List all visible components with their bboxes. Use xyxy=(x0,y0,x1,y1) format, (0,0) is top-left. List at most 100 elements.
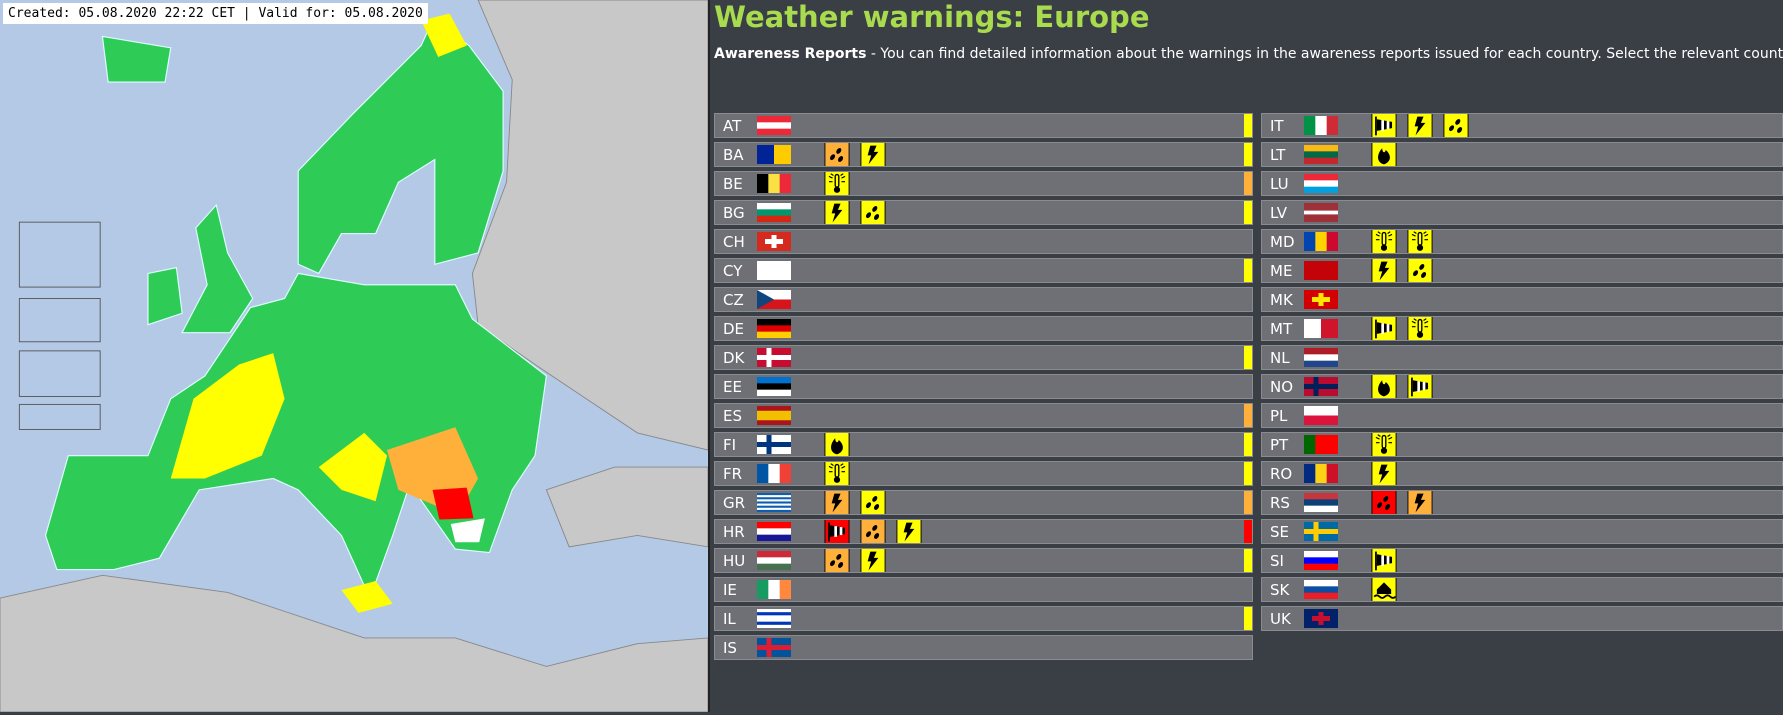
country-row[interactable]: CY xyxy=(714,258,1253,283)
country-row[interactable]: IT xyxy=(1261,113,1783,138)
warning-icon[interactable] xyxy=(1406,229,1434,254)
warning-icon[interactable] xyxy=(1406,113,1434,138)
country-row[interactable]: LT xyxy=(1261,142,1783,167)
country-flag xyxy=(757,464,791,483)
warning-icon[interactable] xyxy=(1370,316,1398,341)
country-row[interactable]: UK xyxy=(1261,606,1783,631)
flag-stripe xyxy=(757,497,791,500)
country-row[interactable]: EE xyxy=(714,374,1253,399)
flag-stripe xyxy=(757,128,791,135)
country-row[interactable]: FI xyxy=(714,432,1253,457)
warning-icon[interactable] xyxy=(1370,461,1398,486)
flag-stripe xyxy=(1304,319,1322,338)
warning-symbol xyxy=(1375,319,1393,339)
non-member-land xyxy=(0,574,708,712)
symbol xyxy=(831,493,843,513)
warning-icon[interactable] xyxy=(1370,113,1398,138)
country-row[interactable]: IL xyxy=(714,606,1253,631)
flag-stripe xyxy=(757,501,791,505)
warning-icon[interactable] xyxy=(1370,142,1398,167)
country-row[interactable]: DK xyxy=(714,345,1253,370)
warning-icon[interactable] xyxy=(1370,490,1398,515)
country-flag xyxy=(1304,493,1338,512)
warning-icon[interactable] xyxy=(859,142,887,167)
country-row[interactable]: CH xyxy=(714,229,1253,254)
country-row[interactable]: IE xyxy=(714,577,1253,602)
flag-stripe xyxy=(757,618,791,623)
inset-boxes xyxy=(18,221,101,430)
country-code: MK xyxy=(1270,291,1293,309)
country-row[interactable]: HU xyxy=(714,548,1253,573)
country-row[interactable]: BA xyxy=(714,142,1253,167)
warning-symbol xyxy=(829,148,844,162)
country-row[interactable]: HR xyxy=(714,519,1253,544)
warning-icon[interactable] xyxy=(895,519,923,544)
country-flag xyxy=(1304,174,1338,193)
country-row[interactable]: MT xyxy=(1261,316,1783,341)
flag-stripe xyxy=(779,174,791,193)
warning-icon[interactable] xyxy=(823,490,851,515)
warning-icon[interactable] xyxy=(1370,577,1398,602)
country-row[interactable]: LU xyxy=(1261,171,1783,196)
warning-icon[interactable] xyxy=(823,519,851,544)
country-row[interactable]: DE xyxy=(714,316,1253,341)
country-flag xyxy=(1304,377,1338,396)
warning-icon[interactable] xyxy=(823,432,851,457)
warning-icon[interactable] xyxy=(859,548,887,573)
warning-icon[interactable] xyxy=(1406,316,1434,341)
flag-stripe xyxy=(768,174,781,193)
country-flag xyxy=(757,290,791,309)
country-row[interactable]: IS xyxy=(714,635,1253,660)
symbol xyxy=(867,145,879,165)
warning-icon[interactable] xyxy=(1442,113,1470,138)
country-flag xyxy=(1304,232,1338,251)
flag-stripe xyxy=(1304,505,1338,512)
warning-icon[interactable] xyxy=(823,461,851,486)
country-row[interactable]: PL xyxy=(1261,403,1783,428)
warning-icon[interactable] xyxy=(859,200,887,225)
warning-icon[interactable] xyxy=(1370,258,1398,283)
country-row[interactable]: BG xyxy=(714,200,1253,225)
warning-icon[interactable] xyxy=(1406,258,1434,283)
symbol xyxy=(874,533,880,539)
warning-icon[interactable] xyxy=(823,171,851,196)
country-row[interactable]: FR xyxy=(714,461,1253,486)
country-row[interactable]: CZ xyxy=(714,287,1253,312)
warning-icon[interactable] xyxy=(823,548,851,573)
country-row[interactable]: AT xyxy=(714,113,1253,138)
warning-icon[interactable] xyxy=(859,490,887,515)
warning-icon[interactable] xyxy=(1370,432,1398,457)
warning-icon[interactable] xyxy=(859,519,887,544)
country-row[interactable]: NO xyxy=(1261,374,1783,399)
country-flag xyxy=(1304,203,1338,222)
country-row[interactable]: RO xyxy=(1261,461,1783,486)
country-code: IT xyxy=(1270,117,1284,135)
country-row[interactable]: SE xyxy=(1261,519,1783,544)
warning-icon[interactable] xyxy=(1406,490,1434,515)
country-row[interactable]: GR xyxy=(714,490,1253,515)
flag-stripe xyxy=(757,557,791,565)
country-row[interactable]: MD xyxy=(1261,229,1783,254)
warning-icon[interactable] xyxy=(1370,374,1398,399)
symbol xyxy=(836,554,842,560)
country-row[interactable]: SK xyxy=(1261,577,1783,602)
country-flag xyxy=(1304,319,1338,338)
country-row[interactable]: MK xyxy=(1261,287,1783,312)
country-row[interactable]: LV xyxy=(1261,200,1783,225)
country-row[interactable]: NL xyxy=(1261,345,1783,370)
country-row[interactable]: ES xyxy=(714,403,1253,428)
flag-stripe xyxy=(768,464,781,483)
warning-icon[interactable] xyxy=(1370,548,1398,573)
intro-label[interactable]: Awareness Reports xyxy=(714,46,867,62)
warning-icon[interactable] xyxy=(823,142,851,167)
warning-icon[interactable] xyxy=(1370,229,1398,254)
country-row[interactable]: BE xyxy=(714,171,1253,196)
warning-icon[interactable] xyxy=(1406,374,1434,399)
country-row[interactable]: SI xyxy=(1261,548,1783,573)
country-row[interactable]: ME xyxy=(1261,258,1783,283)
flag-stripe xyxy=(757,174,769,193)
flag-stripe xyxy=(1304,435,1316,454)
country-row[interactable]: RS xyxy=(1261,490,1783,515)
warning-icon[interactable] xyxy=(823,200,851,225)
country-row[interactable]: PT xyxy=(1261,432,1783,457)
